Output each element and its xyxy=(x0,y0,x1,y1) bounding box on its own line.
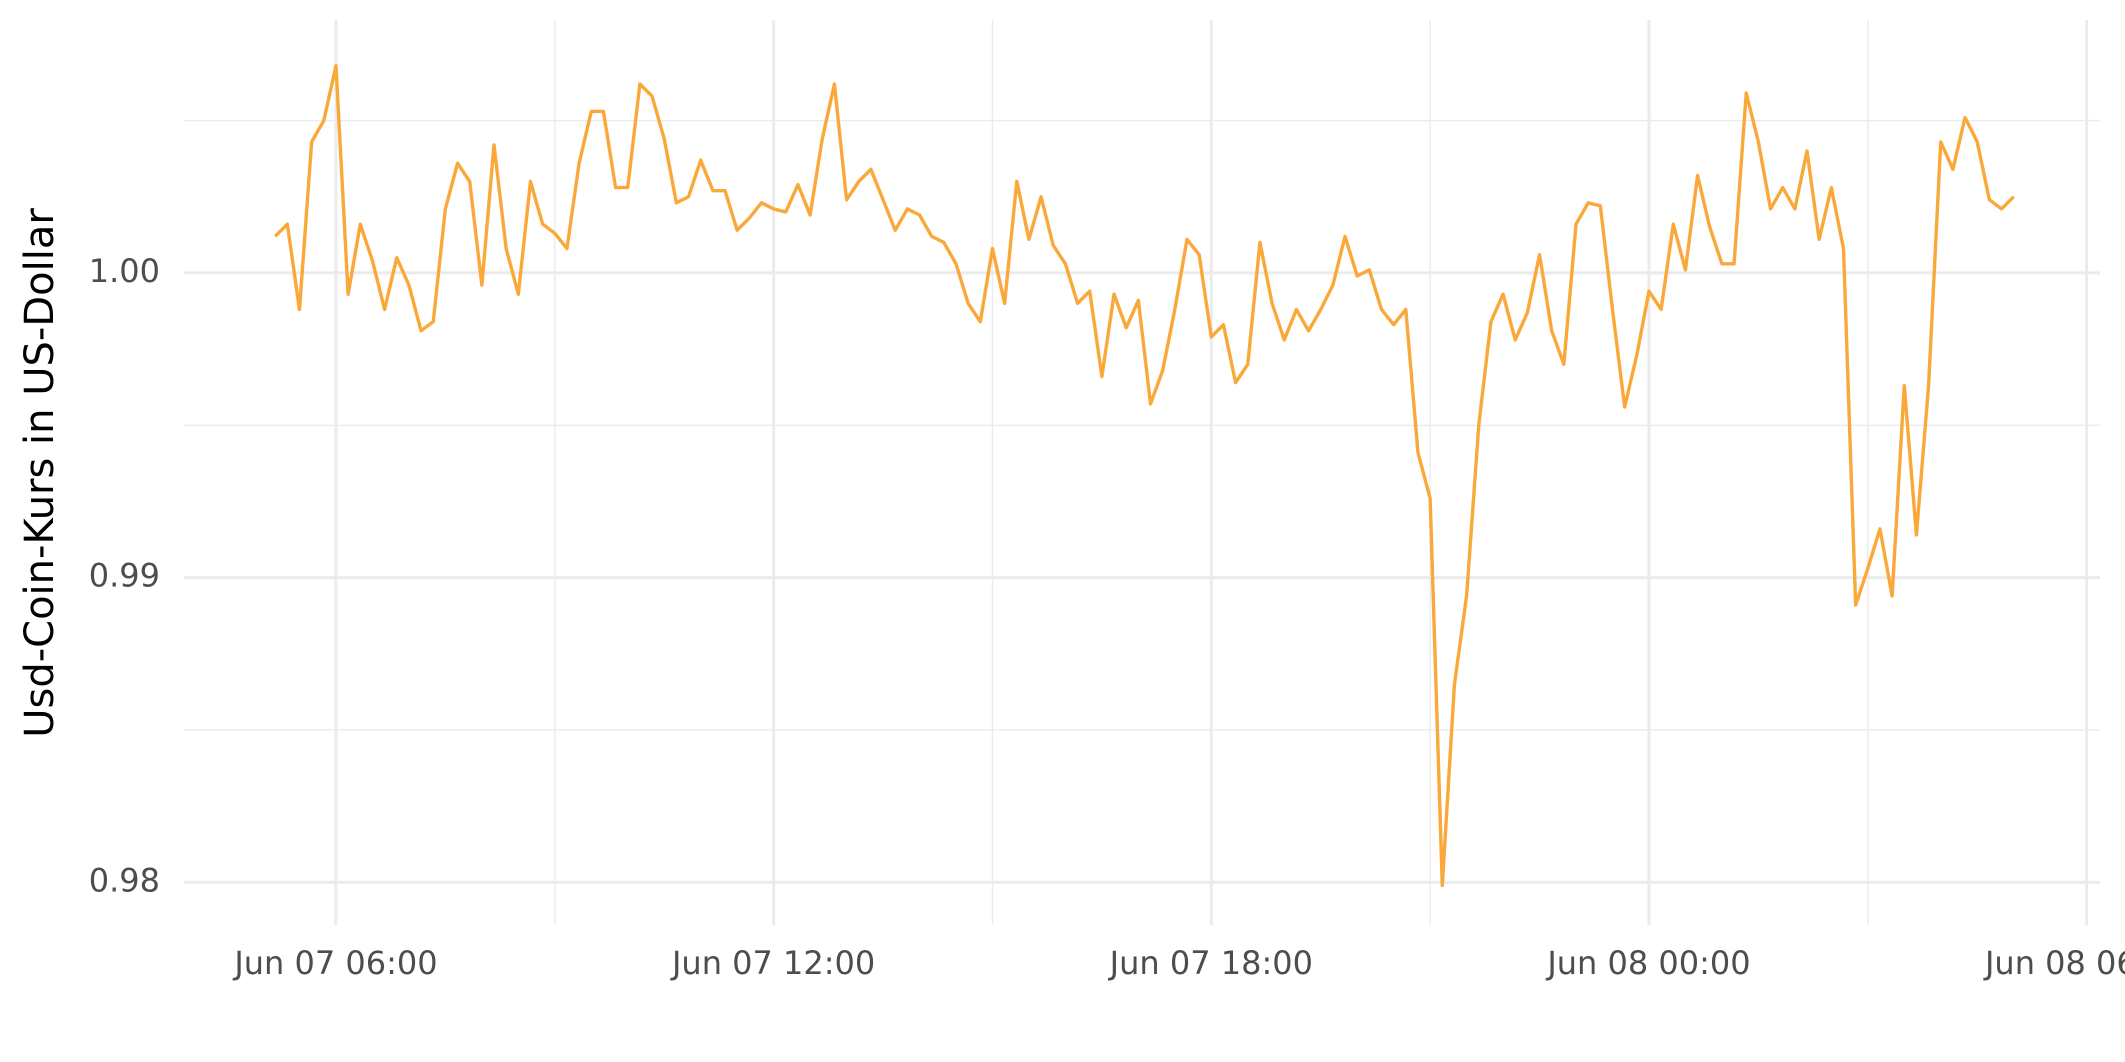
y-axis-title: Usd-Coin-Kurs in US-Dollar xyxy=(17,208,63,738)
x-tick-label: Jun 07 18:00 xyxy=(1108,944,1313,982)
x-tick-label: Jun 07 12:00 xyxy=(670,944,875,982)
x-tick-label: Jun 08 06:00 xyxy=(1983,944,2125,982)
x-tick-label: Jun 08 00:00 xyxy=(1545,944,1750,982)
y-tick-label: 0.98 xyxy=(89,861,160,899)
marks xyxy=(273,64,2015,888)
grid xyxy=(184,20,2100,925)
price-line xyxy=(273,64,2015,888)
y-tick-label: 1.00 xyxy=(89,252,160,290)
y-tick-label: 0.99 xyxy=(89,557,160,595)
x-tick-label: Jun 07 06:00 xyxy=(232,944,437,982)
